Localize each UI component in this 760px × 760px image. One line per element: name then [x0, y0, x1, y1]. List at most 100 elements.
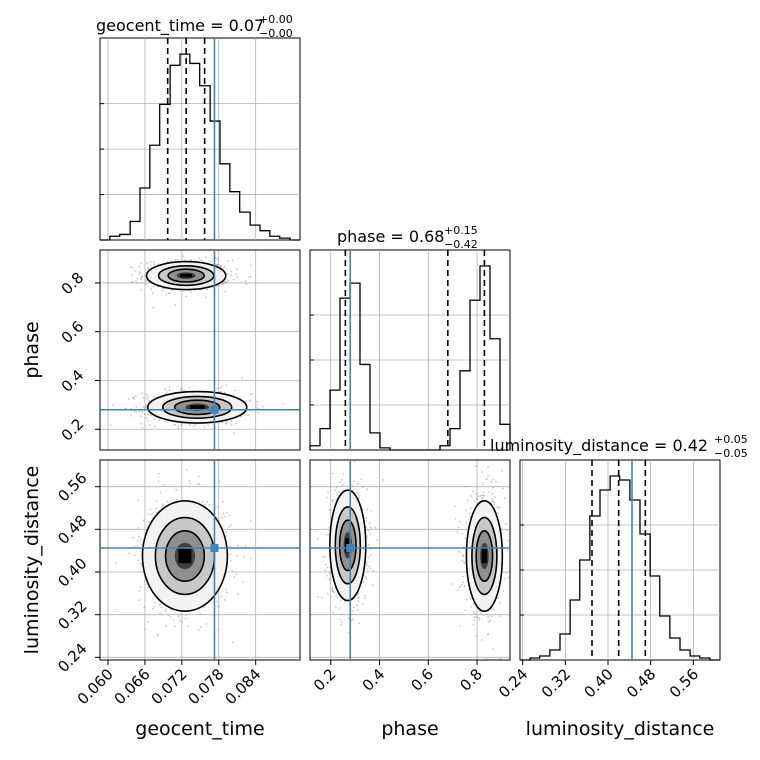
x-tick-label: 0.6: [408, 665, 438, 695]
sample-point: [138, 410, 141, 412]
sample-point: [132, 266, 134, 269]
sample-point: [506, 549, 509, 552]
sample-point: [179, 619, 181, 622]
panel-contents: [315, 460, 510, 660]
sample-point: [134, 280, 137, 282]
sample-point: [158, 418, 161, 421]
sample-point: [490, 500, 493, 503]
sample-point: [245, 283, 248, 286]
sample-point: [215, 285, 218, 288]
sample-point: [136, 282, 138, 284]
sample-point: [472, 623, 475, 626]
sample-point: [341, 484, 344, 486]
sample-point: [226, 273, 229, 276]
panel-phase-vs-geocent-time: [99, 249, 301, 451]
sample-point: [232, 392, 235, 395]
sample-point: [181, 621, 184, 624]
sample-point: [352, 606, 355, 609]
sample-point: [131, 281, 133, 284]
x-tick-label: 0.066: [111, 665, 154, 708]
sample-point: [144, 283, 147, 286]
sample-point: [357, 596, 360, 599]
sample-point: [454, 517, 457, 520]
sample-point: [332, 611, 335, 614]
panel-lumdist-vs-geocent-time: [99, 459, 301, 661]
sample-point: [463, 562, 466, 565]
sample-point: [217, 506, 219, 509]
histogram-phase: [309, 265, 511, 451]
sample-point: [220, 595, 223, 598]
sample-point: [197, 475, 200, 478]
density-peak: [481, 548, 488, 564]
sample-point: [490, 480, 493, 483]
sample-point: [137, 499, 140, 502]
sample-point: [327, 491, 329, 494]
sample-point: [481, 497, 484, 500]
sample-point: [502, 487, 505, 490]
sample-point: [357, 592, 360, 595]
sample-point: [478, 616, 480, 619]
panel-frame: [309, 459, 511, 661]
title-lumdist-lower: −0.05: [714, 447, 748, 460]
x-tick-label: 0.32: [538, 665, 574, 701]
y-tick-label: 0.48: [54, 512, 90, 548]
sample-point: [133, 554, 136, 557]
sample-point: [457, 526, 460, 529]
sample-point: [507, 576, 510, 579]
y-tick-label: 0.40: [54, 554, 90, 590]
histogram-luminosity_distance: [520, 475, 720, 661]
sample-point: [351, 485, 354, 488]
sample-point: [169, 292, 171, 295]
sample-point: [331, 590, 334, 592]
sample-point: [153, 263, 156, 266]
sample-point: [140, 289, 143, 291]
sample-point: [362, 580, 365, 583]
sample-point: [152, 607, 154, 610]
sample-point: [494, 496, 497, 499]
sample-point: [232, 278, 235, 281]
sample-point: [338, 607, 341, 610]
sample-point: [184, 617, 187, 620]
sample-point: [343, 601, 346, 603]
sample-point: [474, 465, 477, 467]
sample-point: [362, 486, 364, 489]
sample-point: [228, 545, 231, 548]
sample-point: [504, 523, 507, 526]
sample-point: [175, 498, 178, 501]
sample-point: [151, 306, 154, 309]
sample-point: [487, 615, 490, 618]
density-peak: [189, 405, 205, 410]
sample-point: [505, 572, 508, 574]
sample-point: [338, 490, 341, 493]
sample-point: [176, 258, 179, 261]
sample-point: [217, 628, 220, 631]
sample-point: [135, 405, 138, 408]
sample-point: [249, 393, 251, 396]
sample-point: [223, 515, 226, 518]
sample-point: [153, 605, 156, 608]
sample-point: [456, 531, 459, 534]
sample-point: [145, 393, 148, 396]
sample-point: [114, 562, 117, 565]
sample-point: [364, 597, 367, 600]
x-tick-label: 0.4: [359, 665, 389, 695]
sample-point: [221, 428, 224, 431]
sample-point: [459, 551, 461, 553]
sample-point: [251, 392, 254, 395]
sample-point: [469, 507, 472, 510]
sample-point: [144, 280, 147, 283]
sample-point: [457, 550, 460, 552]
sample-point: [332, 498, 334, 501]
sample-point: [473, 619, 476, 622]
y-tick-label: 0.32: [54, 597, 90, 633]
sample-point: [224, 599, 226, 601]
sample-point: [486, 613, 489, 616]
sample-point: [256, 403, 259, 406]
sample-point: [162, 484, 165, 486]
panel-phase-hist: [309, 249, 511, 451]
sample-point: [243, 555, 245, 558]
sample-point: [147, 621, 150, 623]
sample-point: [358, 622, 360, 625]
sample-point: [324, 556, 326, 558]
sample-point: [362, 508, 365, 511]
